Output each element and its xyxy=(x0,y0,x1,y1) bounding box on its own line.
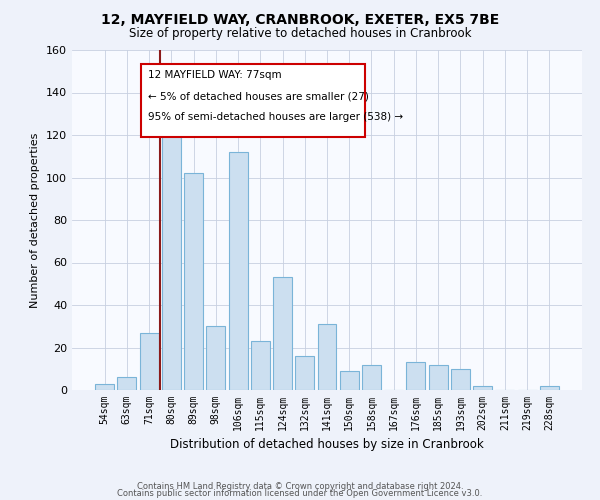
Bar xyxy=(362,364,381,390)
Bar xyxy=(140,332,158,390)
Bar xyxy=(473,386,492,390)
Text: Contains public sector information licensed under the Open Government Licence v3: Contains public sector information licen… xyxy=(118,490,482,498)
Bar xyxy=(429,364,448,390)
Bar xyxy=(317,324,337,390)
Text: Contains HM Land Registry data © Crown copyright and database right 2024.: Contains HM Land Registry data © Crown c… xyxy=(137,482,463,491)
FancyBboxPatch shape xyxy=(141,64,365,136)
Text: 12 MAYFIELD WAY: 77sqm: 12 MAYFIELD WAY: 77sqm xyxy=(149,70,282,81)
Bar xyxy=(540,386,559,390)
Bar xyxy=(184,174,203,390)
Bar xyxy=(162,133,181,390)
Text: 95% of semi-detached houses are larger (538) →: 95% of semi-detached houses are larger (… xyxy=(149,112,404,122)
Text: 12, MAYFIELD WAY, CRANBROOK, EXETER, EX5 7BE: 12, MAYFIELD WAY, CRANBROOK, EXETER, EX5… xyxy=(101,12,499,26)
X-axis label: Distribution of detached houses by size in Cranbrook: Distribution of detached houses by size … xyxy=(170,438,484,452)
Text: Size of property relative to detached houses in Cranbrook: Size of property relative to detached ho… xyxy=(129,28,471,40)
Bar xyxy=(273,278,292,390)
Bar xyxy=(118,378,136,390)
Bar xyxy=(251,341,270,390)
Bar xyxy=(295,356,314,390)
Text: ← 5% of detached houses are smaller (27): ← 5% of detached houses are smaller (27) xyxy=(149,92,370,102)
Y-axis label: Number of detached properties: Number of detached properties xyxy=(31,132,40,308)
Bar xyxy=(451,369,470,390)
Bar xyxy=(229,152,248,390)
Bar xyxy=(406,362,425,390)
Bar xyxy=(95,384,114,390)
Bar xyxy=(340,371,359,390)
Bar xyxy=(206,326,225,390)
